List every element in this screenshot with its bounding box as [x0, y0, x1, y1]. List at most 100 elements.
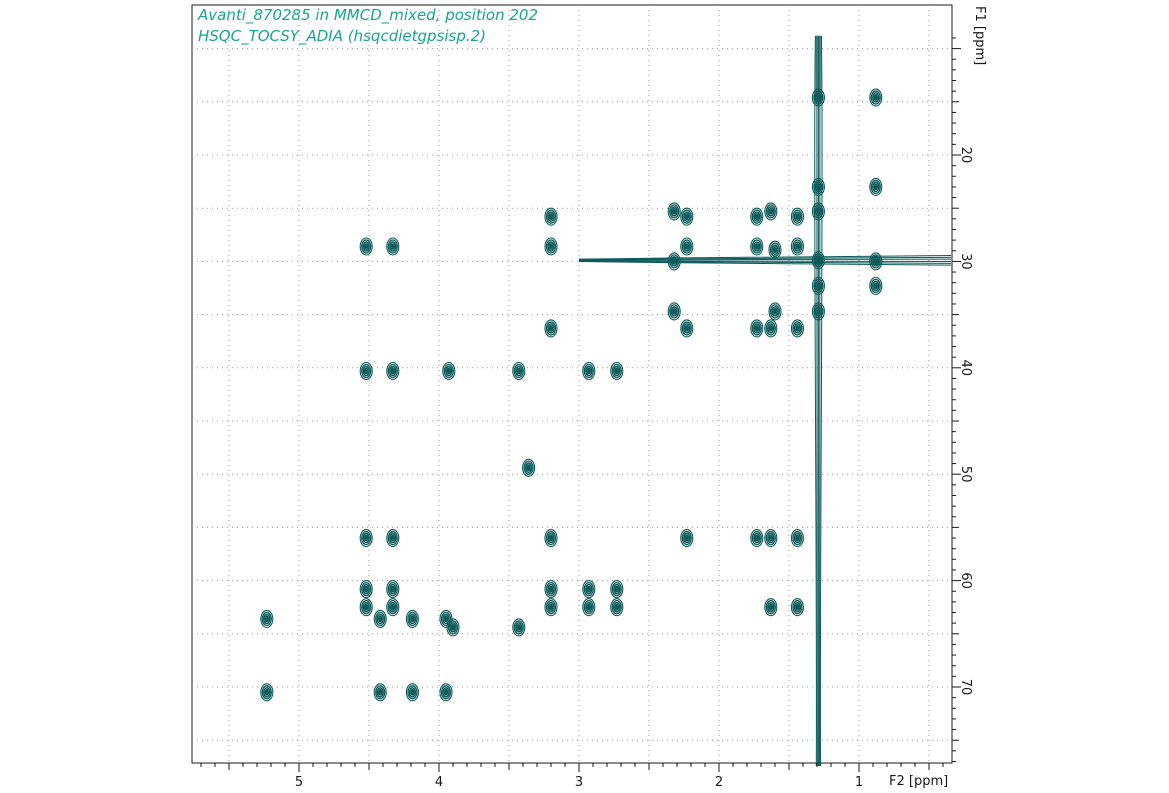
- peak-core: [411, 690, 414, 695]
- peak-core: [365, 369, 368, 373]
- peak-contour: [814, 206, 823, 217]
- peak-contour: [582, 361, 596, 381]
- peak-contour: [795, 243, 800, 250]
- peak-contour: [386, 598, 400, 617]
- peak-contour: [361, 600, 372, 615]
- peak-contour: [446, 618, 460, 637]
- peak: [522, 458, 536, 477]
- peak-contour: [772, 246, 778, 254]
- peak-core: [796, 244, 799, 249]
- peak-contour: [764, 319, 778, 338]
- peak-contour: [669, 254, 680, 269]
- peak-contour: [545, 581, 557, 597]
- peak-contour: [681, 209, 692, 224]
- peak-contour: [667, 302, 681, 321]
- peak-contour: [792, 209, 803, 224]
- peak-contour: [764, 202, 778, 221]
- peak-contour: [363, 603, 369, 611]
- peak-contour: [816, 256, 821, 264]
- peak-contour: [405, 683, 419, 702]
- peak-contour: [363, 367, 369, 375]
- peak: [811, 88, 825, 107]
- peak-contour: [610, 580, 624, 599]
- peak-contour: [359, 528, 373, 548]
- peak-contour: [768, 325, 774, 332]
- peak-contour: [816, 282, 821, 290]
- peak-contour: [750, 528, 764, 548]
- peak-core: [769, 605, 772, 609]
- peak-contour: [765, 530, 776, 546]
- peak-contour: [442, 361, 456, 381]
- peak-contour: [811, 251, 825, 270]
- peak-contour: [669, 304, 680, 319]
- peak: [610, 580, 624, 599]
- peak: [750, 237, 764, 256]
- peak-contour: [447, 620, 459, 635]
- peak-contour: [386, 361, 400, 381]
- peak-contour: [816, 94, 821, 101]
- peak: [582, 580, 596, 599]
- peak-contour: [683, 211, 691, 222]
- peak-contour: [544, 598, 558, 617]
- peak-contour: [754, 325, 760, 332]
- peak-contour: [362, 365, 370, 377]
- peak-contour: [753, 241, 761, 252]
- peak-contour: [515, 365, 523, 377]
- peak-contour: [764, 528, 778, 548]
- peak-contour: [614, 585, 620, 593]
- peak-core: [817, 258, 820, 263]
- peak-contour: [790, 237, 804, 256]
- peak-contour: [545, 530, 557, 546]
- ridge-contour: [578, 256, 952, 261]
- peak: [680, 207, 694, 226]
- peak: [811, 251, 825, 270]
- peak-contour: [548, 585, 554, 593]
- peak: [439, 609, 453, 628]
- peak: [405, 683, 419, 702]
- peak: [439, 683, 453, 702]
- peak-contour: [613, 365, 621, 377]
- peak: [359, 580, 373, 599]
- peak-contour: [684, 243, 690, 250]
- peak-contour: [359, 598, 373, 617]
- peak-core: [773, 247, 777, 252]
- horizontal-ridge-29.9: [578, 255, 952, 266]
- peak-contour: [768, 302, 782, 321]
- peak: [386, 528, 400, 548]
- peak-core: [391, 244, 394, 249]
- x-tick-label: 2: [715, 775, 723, 790]
- peak-contour: [410, 688, 415, 696]
- y-tick-label: 70: [958, 679, 973, 696]
- peak-contour: [683, 323, 691, 334]
- peak-contour: [670, 206, 678, 217]
- peak-contour: [516, 624, 522, 631]
- axis-ticks: 5 4 3 2 1 20 30 40 50 60 70: [200, 37, 973, 790]
- peak-contour: [870, 254, 881, 269]
- peak-contour: [373, 609, 387, 628]
- peak-contour: [261, 611, 272, 627]
- peak-core: [365, 536, 368, 540]
- peak-core: [755, 214, 758, 219]
- peak-contour: [390, 534, 396, 542]
- peak: [790, 598, 804, 617]
- peak-contour: [670, 256, 678, 267]
- peak-contour: [515, 622, 523, 633]
- peak-contour: [387, 363, 398, 379]
- y-tick-label: 30: [958, 253, 973, 270]
- peak-core: [391, 587, 394, 591]
- peak-contour: [363, 243, 369, 250]
- peak-contour: [389, 601, 397, 613]
- peak: [544, 598, 558, 617]
- peak-contour: [767, 601, 775, 613]
- peak-contour: [872, 280, 880, 292]
- peak: [869, 276, 883, 295]
- peak-core: [817, 95, 820, 100]
- peak-contour: [765, 321, 776, 336]
- peak: [811, 202, 825, 221]
- peak-contour: [547, 583, 555, 595]
- peak-contour: [793, 601, 802, 613]
- peak-contour: [544, 580, 558, 599]
- peak-core: [517, 625, 520, 630]
- peak-contour: [764, 598, 778, 617]
